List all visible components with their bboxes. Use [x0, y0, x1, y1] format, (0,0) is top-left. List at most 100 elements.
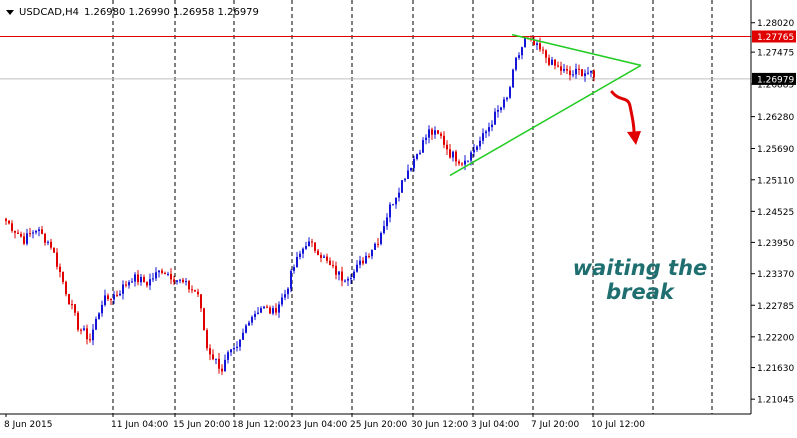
price-tick-label: 1.27475	[757, 49, 794, 59]
candle	[581, 69, 583, 77]
candle	[563, 63, 565, 73]
candle-body	[536, 43, 538, 45]
candle	[452, 150, 454, 162]
candle-body	[62, 272, 64, 282]
candle	[353, 269, 355, 281]
candle	[83, 325, 85, 332]
candle	[386, 213, 388, 230]
candle	[311, 238, 313, 248]
candle-body	[422, 140, 424, 153]
candle	[503, 96, 505, 110]
candle	[11, 220, 13, 233]
chevron-down-icon[interactable]	[6, 10, 14, 15]
candle-body	[317, 250, 319, 256]
candle-body	[521, 47, 523, 56]
candle	[329, 257, 331, 266]
candle-body	[233, 347, 235, 350]
candle-body	[80, 329, 82, 331]
candle-body	[431, 129, 433, 135]
candle-body	[68, 294, 70, 305]
candle-body	[299, 253, 301, 257]
candle	[167, 271, 169, 277]
candle-body	[194, 290, 196, 292]
time-tick-label: 23 Jun 04:00	[290, 420, 347, 430]
candle-body	[320, 255, 322, 258]
candle-body	[542, 49, 544, 51]
candle-body	[104, 295, 106, 305]
candle	[284, 289, 286, 301]
candle-body	[428, 129, 430, 138]
candle-body	[368, 255, 370, 257]
candle-body	[251, 316, 253, 323]
candle-body	[182, 279, 184, 283]
candle-body	[47, 241, 49, 243]
candle	[569, 66, 571, 81]
candle	[350, 273, 352, 284]
current-price-text: 1.26979	[757, 75, 794, 85]
candle-body	[212, 354, 214, 360]
candle-body	[74, 304, 76, 313]
candle	[377, 238, 379, 248]
candle-body	[101, 304, 103, 314]
candle-body	[269, 307, 271, 314]
candle	[347, 276, 349, 286]
candle	[392, 203, 394, 206]
candle	[314, 242, 316, 254]
candle-body	[581, 69, 583, 77]
candle-body	[155, 272, 157, 279]
candle-body	[518, 55, 520, 58]
candle-body	[488, 127, 490, 132]
candle	[14, 230, 16, 239]
candle	[401, 180, 403, 193]
candle	[308, 237, 310, 247]
candle-body	[23, 236, 25, 244]
resistance-price-label: 1.27765	[752, 30, 796, 43]
current-price-label: 1.26979	[752, 72, 796, 85]
candle	[278, 301, 280, 318]
triangle-lower-line	[449, 64, 642, 177]
annotation-text: waiting the break	[560, 256, 720, 304]
candle	[23, 232, 25, 246]
candle	[368, 253, 370, 259]
candle-body	[209, 348, 211, 355]
candle-body	[122, 284, 124, 294]
candle-body	[158, 270, 160, 273]
time-tick-label: 11 Jun 04:00	[111, 420, 168, 430]
candle	[272, 305, 274, 316]
candle-body	[224, 359, 226, 372]
candle-body	[311, 241, 313, 243]
candle-body	[500, 107, 502, 110]
candle-body	[389, 204, 391, 218]
candle-body	[563, 69, 565, 71]
candle	[92, 323, 94, 346]
candle-body	[8, 220, 10, 224]
candle-body	[278, 304, 280, 313]
arrow-head	[627, 131, 641, 145]
candle	[524, 36, 526, 48]
candle	[287, 287, 289, 299]
candle-body	[446, 144, 448, 150]
candle-body	[26, 233, 28, 244]
candle	[365, 252, 367, 264]
candle-body	[185, 281, 187, 283]
candle	[257, 307, 259, 315]
candle	[362, 257, 364, 266]
time-tick-label: 10 Jul 12:00	[591, 420, 645, 430]
candle	[395, 197, 397, 209]
candle-body	[314, 242, 316, 251]
candle-body	[290, 270, 292, 289]
candle	[53, 247, 55, 253]
candle-body	[77, 312, 79, 330]
candle	[458, 159, 460, 166]
candle-body	[533, 39, 535, 45]
candle-body	[566, 69, 568, 71]
candle	[443, 131, 445, 149]
candle-body	[53, 247, 55, 253]
candle-body	[107, 295, 109, 300]
candle-body	[35, 230, 37, 233]
candle	[485, 129, 487, 139]
candle-body	[119, 293, 121, 296]
candle-body	[380, 232, 382, 244]
candle	[155, 267, 157, 282]
